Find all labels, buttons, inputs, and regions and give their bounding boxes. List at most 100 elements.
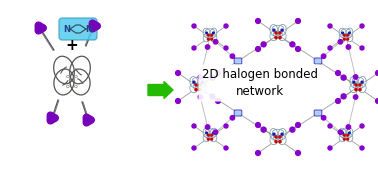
Circle shape <box>256 47 260 51</box>
Circle shape <box>214 40 218 44</box>
Circle shape <box>338 40 342 44</box>
Circle shape <box>256 19 260 23</box>
Circle shape <box>344 34 345 36</box>
Circle shape <box>279 37 281 39</box>
Circle shape <box>336 71 341 75</box>
Circle shape <box>279 141 281 143</box>
Circle shape <box>355 89 357 91</box>
Text: o: o <box>74 84 78 89</box>
Circle shape <box>347 34 349 36</box>
Circle shape <box>192 124 196 128</box>
Circle shape <box>224 46 228 50</box>
Circle shape <box>328 124 332 128</box>
Circle shape <box>210 94 215 99</box>
Circle shape <box>353 81 355 83</box>
Circle shape <box>353 75 358 79</box>
Circle shape <box>328 24 332 28</box>
Circle shape <box>349 32 350 34</box>
Circle shape <box>215 71 220 75</box>
Circle shape <box>215 99 220 103</box>
Circle shape <box>275 32 277 34</box>
Circle shape <box>192 46 196 50</box>
Circle shape <box>199 89 201 91</box>
Circle shape <box>273 133 275 135</box>
Text: o: o <box>66 73 70 78</box>
Circle shape <box>328 46 332 50</box>
Polygon shape <box>89 20 100 32</box>
Circle shape <box>342 32 343 34</box>
Circle shape <box>201 81 203 83</box>
Circle shape <box>359 89 361 91</box>
Text: o: o <box>74 73 78 78</box>
Circle shape <box>281 29 283 31</box>
Polygon shape <box>83 114 94 126</box>
Circle shape <box>359 84 361 86</box>
Circle shape <box>346 125 351 129</box>
Text: o: o <box>66 84 70 89</box>
Circle shape <box>211 34 212 36</box>
Circle shape <box>205 125 210 129</box>
Circle shape <box>360 124 364 128</box>
Circle shape <box>199 84 201 86</box>
Circle shape <box>256 151 260 155</box>
Circle shape <box>321 54 326 58</box>
Circle shape <box>361 81 363 83</box>
Circle shape <box>341 75 346 80</box>
Circle shape <box>198 75 203 79</box>
Circle shape <box>344 38 345 40</box>
Circle shape <box>376 99 378 103</box>
Circle shape <box>261 127 266 132</box>
Circle shape <box>206 132 208 134</box>
FancyArrow shape <box>148 81 173 98</box>
Text: 2D halogen bonded
network: 2D halogen bonded network <box>202 68 318 98</box>
Circle shape <box>346 45 351 49</box>
Circle shape <box>195 89 197 91</box>
Circle shape <box>192 146 196 150</box>
Circle shape <box>206 32 208 34</box>
Circle shape <box>224 124 228 128</box>
Circle shape <box>211 135 212 136</box>
Circle shape <box>290 127 295 132</box>
Polygon shape <box>35 22 46 34</box>
Circle shape <box>211 38 212 40</box>
Circle shape <box>321 116 326 120</box>
Text: N: N <box>85 25 93 34</box>
Circle shape <box>275 37 277 39</box>
Circle shape <box>360 146 364 150</box>
Circle shape <box>195 84 197 86</box>
Circle shape <box>347 38 349 40</box>
Circle shape <box>353 95 358 99</box>
Circle shape <box>279 136 281 138</box>
Circle shape <box>328 146 332 150</box>
FancyBboxPatch shape <box>59 18 97 40</box>
Circle shape <box>208 38 209 40</box>
Circle shape <box>224 146 228 150</box>
Circle shape <box>360 46 364 50</box>
Circle shape <box>176 71 180 75</box>
Circle shape <box>256 123 260 127</box>
Circle shape <box>376 71 378 75</box>
Circle shape <box>296 19 301 23</box>
Circle shape <box>224 24 228 28</box>
FancyBboxPatch shape <box>234 58 242 64</box>
Circle shape <box>344 135 345 136</box>
Circle shape <box>338 130 342 134</box>
Circle shape <box>296 123 301 127</box>
Circle shape <box>275 136 277 138</box>
Circle shape <box>192 24 196 28</box>
FancyBboxPatch shape <box>314 110 322 116</box>
Circle shape <box>296 151 301 155</box>
Circle shape <box>205 45 210 49</box>
Circle shape <box>273 29 275 31</box>
Circle shape <box>193 81 195 83</box>
Circle shape <box>230 116 235 120</box>
Circle shape <box>360 24 364 28</box>
Circle shape <box>210 75 215 80</box>
Circle shape <box>176 99 180 103</box>
FancyBboxPatch shape <box>234 110 242 116</box>
Polygon shape <box>47 112 58 124</box>
Circle shape <box>198 95 203 99</box>
Circle shape <box>347 139 349 140</box>
Text: +: + <box>66 38 78 53</box>
Circle shape <box>212 132 214 134</box>
